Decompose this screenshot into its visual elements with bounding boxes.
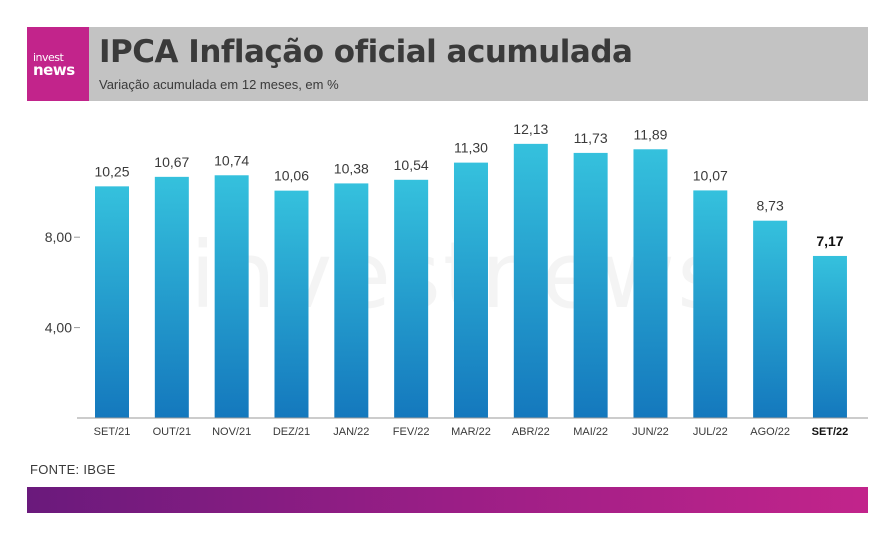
data-label: 10,67 <box>154 154 189 170</box>
x-tick-label: NOV/21 <box>212 426 251 438</box>
logo-text-invest: invest <box>33 51 64 64</box>
bar <box>334 183 369 418</box>
bar <box>573 152 608 419</box>
x-tick-label: ABR/22 <box>512 426 550 438</box>
data-label: 12,13 <box>513 121 548 137</box>
data-label: 10,07 <box>693 167 728 183</box>
y-tick-label: 4,00 <box>45 320 72 336</box>
header-banner: invest news IPCA Inflação oficial acumul… <box>27 27 868 101</box>
data-label: 10,25 <box>94 163 129 179</box>
data-label: 8,73 <box>757 198 784 214</box>
y-tick-label: 8,00 <box>45 229 72 245</box>
data-label: 7,17 <box>816 233 843 249</box>
source-note: FONTE: IBGE <box>30 462 116 477</box>
data-label: 10,06 <box>274 168 309 184</box>
x-tick-label: OUT/21 <box>153 426 192 438</box>
data-label: 10,54 <box>394 157 429 173</box>
data-label: 11,89 <box>633 126 667 142</box>
chart-title: IPCA Inflação oficial acumulada <box>99 34 633 70</box>
logo-text-news: news <box>33 61 75 79</box>
footer-gradient-bar <box>27 487 868 513</box>
x-tick-label: JUN/22 <box>632 426 669 438</box>
data-label: 11,30 <box>454 140 488 156</box>
x-tick-label: AGO/22 <box>750 426 790 438</box>
x-tick-label: MAR/22 <box>451 426 491 438</box>
bar <box>453 162 488 418</box>
bar <box>274 190 309 418</box>
x-tick-label: SET/21 <box>94 426 131 438</box>
x-tick-label: FEV/22 <box>393 426 430 438</box>
x-tick-label: JUL/22 <box>693 426 728 438</box>
bar <box>753 220 788 418</box>
bar <box>633 149 668 418</box>
data-label: 10,74 <box>214 152 249 168</box>
bar <box>95 186 129 418</box>
x-tick-label: SET/22 <box>812 426 849 438</box>
data-label: 11,73 <box>574 130 608 146</box>
investnews-logo: invest news <box>27 27 89 101</box>
bar <box>214 175 249 418</box>
x-tick-label: MAI/22 <box>573 426 608 438</box>
bar <box>513 143 548 418</box>
bar <box>394 179 429 418</box>
chart-subtitle: Variação acumulada em 12 meses, em % <box>99 77 339 92</box>
bar <box>693 190 728 418</box>
x-tick-label: DEZ/21 <box>273 426 310 438</box>
x-tick-label: JAN/22 <box>333 426 369 438</box>
data-label: 10,38 <box>334 160 369 176</box>
bar <box>812 255 847 418</box>
bar <box>154 176 189 418</box>
